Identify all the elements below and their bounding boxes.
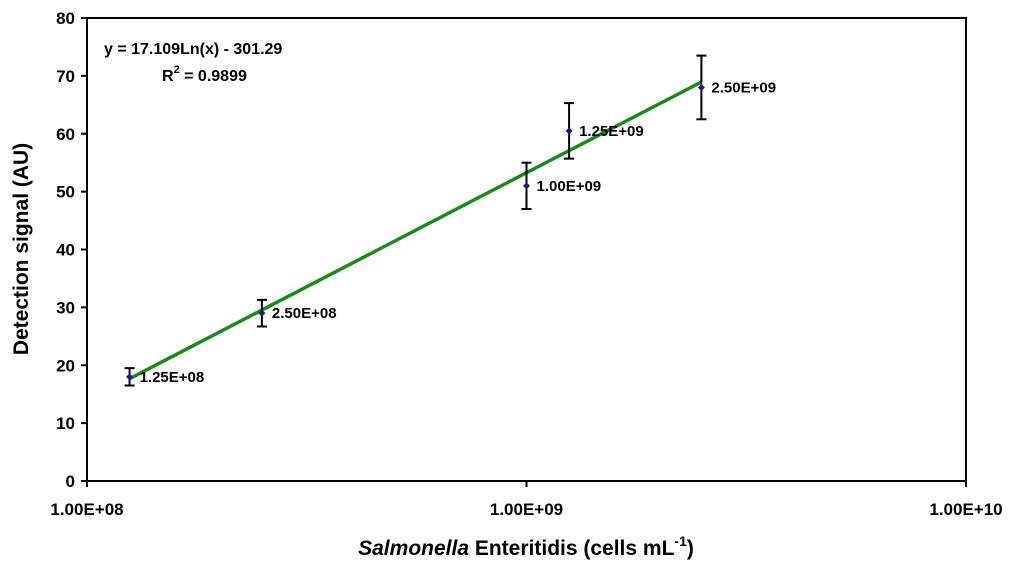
- trendline: [128, 80, 703, 381]
- data-label: 1.25E+08: [140, 369, 205, 386]
- y-tick-label: 70: [56, 67, 75, 86]
- data-label: 1.25E+09: [579, 123, 644, 140]
- trendline-group: [128, 80, 703, 381]
- y-tick-label: 30: [56, 298, 75, 317]
- data-point: [697, 83, 705, 91]
- x-axis-title: Salmonella Enteritidis (cells mL-1): [358, 533, 694, 560]
- data-point: [258, 309, 266, 317]
- data-label: 2.50E+08: [272, 305, 337, 322]
- y-axis: 0 10 20 30 40 50 60 70 80: [56, 9, 87, 491]
- x-tick-label: 1.00E+10: [929, 500, 1002, 519]
- data-point: [565, 127, 573, 135]
- y-axis-title: Detection signal (AU): [10, 143, 33, 355]
- x-tick-label: 1.00E+08: [50, 500, 123, 519]
- data-label: 2.50E+09: [711, 79, 776, 96]
- data-point: [126, 373, 134, 381]
- y-tick-label: 50: [56, 183, 75, 202]
- y-tick-label: 10: [56, 414, 75, 433]
- y-tick-label: 20: [56, 356, 75, 375]
- data-label: 1.00E+09: [537, 178, 602, 195]
- y-tick-label: 40: [56, 241, 75, 260]
- r-squared: R2 = 0.9899: [162, 64, 247, 85]
- x-axis: 1.00E+08 1.00E+09 1.00E+10: [50, 481, 1003, 519]
- y-tick-label: 60: [56, 125, 75, 144]
- x-tick-label: 1.00E+09: [490, 500, 563, 519]
- y-tick-label: 80: [56, 9, 75, 28]
- data-points-group: 1.25E+08 2.50E+08 1.00E+09 1.25E+09 2.50E+09: [124, 54, 776, 387]
- data-point: [523, 182, 530, 190]
- y-tick-label: 0: [66, 472, 75, 491]
- plot-area-frame: [86, 17, 967, 482]
- trendline-equation: y = 17.109Ln(x) - 301.29: [104, 41, 282, 58]
